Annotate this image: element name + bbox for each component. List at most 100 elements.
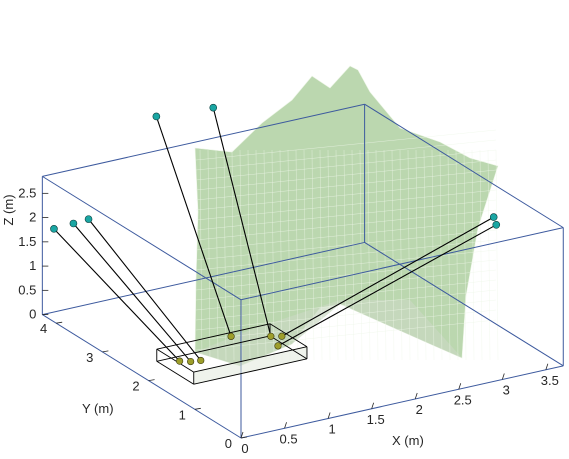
mesh-line: [195, 229, 497, 261]
x-tick-label: 0.5: [280, 431, 298, 446]
mesh-line: [207, 149, 211, 361]
mesh-line: [195, 279, 497, 311]
attachment-point-5: [267, 332, 275, 340]
x-tick: [501, 373, 505, 380]
mesh-line: [255, 149, 259, 361]
mesh-line: [195, 129, 497, 161]
mesh-line: [195, 309, 497, 341]
x-tick: [284, 422, 287, 429]
anchor-point-3: [84, 215, 93, 223]
mesh-line: [239, 149, 243, 361]
mesh-line: [495, 149, 499, 361]
mesh-line: [319, 149, 323, 361]
mesh-line: [287, 149, 291, 361]
mesh-line: [351, 149, 355, 361]
y-tick-label: 4: [40, 321, 47, 336]
x-tick-label: 2: [416, 402, 423, 417]
y-tick-label: 0: [225, 436, 232, 451]
y-tick: [56, 321, 63, 324]
mesh-line: [279, 149, 283, 361]
mesh-line: [195, 289, 497, 321]
points: [50, 103, 501, 366]
platform-edge: [269, 323, 308, 348]
mesh-line: [479, 149, 483, 361]
cable-3: [88, 218, 202, 361]
mesh-line: [195, 189, 497, 221]
mesh-line: [391, 149, 395, 361]
x-tick-label: 3.5: [541, 373, 559, 388]
y-tick: [194, 407, 201, 410]
mesh-line: [195, 319, 497, 351]
anchor-point-2: [69, 219, 78, 228]
x-tick: [414, 392, 418, 400]
mesh-line: [455, 149, 459, 361]
mesh-line: [359, 149, 363, 361]
mesh-line: [399, 149, 403, 361]
mesh-line: [335, 149, 339, 361]
x-tick: [240, 431, 244, 439]
platform-edge: [156, 323, 271, 350]
z-tick-label: 2: [29, 210, 36, 225]
mesh-line: [431, 149, 435, 361]
platform-edge: [193, 346, 308, 373]
mesh-line: [415, 149, 419, 361]
y-tick: [102, 350, 109, 353]
y-tick: [240, 436, 248, 439]
mesh-line: [423, 149, 427, 361]
mesh-line: [327, 149, 331, 361]
z-tick-label: 2.5: [18, 185, 36, 200]
attachment-point-3: [197, 356, 205, 365]
mesh-line: [195, 169, 497, 201]
box-edge: [240, 227, 564, 301]
mesh-line: [195, 219, 497, 251]
workspace-surface: [194, 65, 499, 367]
mesh-line: [195, 259, 497, 291]
surface-floor: [195, 300, 462, 366]
cable-5: [212, 107, 272, 337]
z-axis-label: Z (m): [1, 194, 16, 225]
y-tick: [148, 379, 155, 381]
platform-face: [193, 346, 307, 385]
mesh-line: [223, 149, 227, 361]
box-edge: [42, 175, 242, 301]
y-axis-label: Y (m): [82, 401, 114, 416]
surface-mesh: [195, 129, 499, 361]
box-edge: [364, 103, 564, 229]
x-tick-label: 3: [503, 383, 510, 398]
anchor-point-6: [489, 213, 498, 221]
x-tick-label: 1.5: [367, 412, 385, 427]
attachment-point-6: [278, 332, 286, 340]
z-tick-label: 1: [29, 258, 36, 273]
mesh-line: [195, 299, 497, 331]
y-tick-label: 1: [179, 407, 186, 422]
mesh-line: [195, 159, 497, 191]
box-edge: [42, 314, 242, 439]
mesh-line: [199, 149, 203, 361]
mesh-line: [367, 149, 371, 361]
x-tick: [458, 383, 462, 390]
attachment-point-2: [187, 357, 195, 366]
mesh-line: [463, 149, 467, 361]
mesh-line: [471, 149, 475, 361]
x-tick-label: 2.5: [454, 392, 472, 407]
box-edge: [240, 365, 564, 439]
mesh-line: [487, 149, 491, 361]
mesh-line: [195, 199, 497, 231]
box-edge: [42, 103, 365, 177]
cable-2: [73, 223, 192, 362]
platform-edge: [156, 348, 194, 373]
attachment-point-4: [227, 332, 235, 341]
x-tick-label: 0: [241, 441, 248, 456]
mesh-line: [195, 239, 497, 271]
mesh-line: [195, 249, 497, 281]
attachment-point-1: [176, 357, 184, 365]
y-tick-label: 3: [86, 350, 93, 365]
cable-6: [281, 216, 494, 337]
platform-edge: [269, 335, 308, 360]
mesh-line: [195, 269, 497, 301]
mesh-line: [195, 209, 497, 241]
mesh-line: [375, 149, 379, 361]
mesh-line: [303, 149, 307, 361]
anchor-point-1: [50, 225, 58, 233]
